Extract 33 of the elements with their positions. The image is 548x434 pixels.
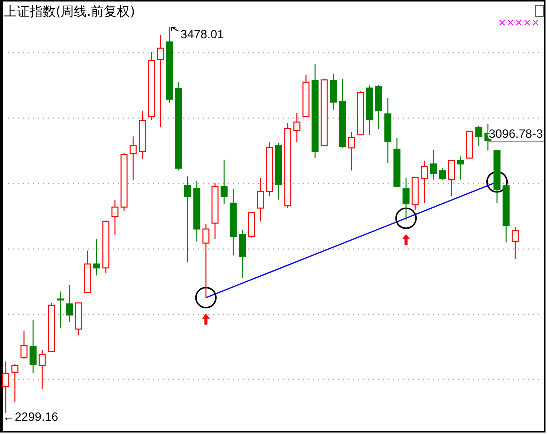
candlestick bbox=[376, 84, 383, 130]
candlestick bbox=[348, 132, 356, 172]
candlestick bbox=[66, 284, 74, 323]
candlestick bbox=[239, 229, 246, 279]
candlestick bbox=[439, 168, 446, 181]
candlestick bbox=[38, 349, 46, 390]
candlestick bbox=[420, 160, 428, 204]
annotation: 3478.01 bbox=[180, 27, 224, 42]
candlestick bbox=[130, 136, 137, 181]
candlestick bbox=[184, 176, 192, 264]
candlestick bbox=[476, 125, 483, 148]
candlestick bbox=[512, 227, 519, 260]
annotation: ←2299.16 bbox=[3, 410, 59, 424]
candlestick bbox=[448, 159, 456, 198]
chart-title: 上证指数(周线.前复权) bbox=[4, 5, 136, 20]
candlestick bbox=[457, 156, 464, 180]
candlestick bbox=[202, 224, 210, 298]
candlestick bbox=[257, 178, 264, 222]
candlestick bbox=[12, 364, 19, 404]
candlestick bbox=[112, 200, 119, 236]
candlestick bbox=[20, 330, 28, 360]
candlestick bbox=[30, 320, 37, 374]
candlestick bbox=[157, 34, 164, 128]
candlestick bbox=[220, 159, 228, 205]
candlestick bbox=[2, 361, 10, 414]
candlestick bbox=[94, 238, 101, 276]
candlestick bbox=[402, 178, 410, 221]
annotation: 3096.78-3 bbox=[488, 126, 544, 141]
candlestick bbox=[430, 150, 438, 180]
candlestick bbox=[57, 291, 64, 329]
candlestick bbox=[330, 73, 338, 110]
annotation: ××××× bbox=[498, 18, 540, 29]
candlestick bbox=[294, 112, 301, 144]
